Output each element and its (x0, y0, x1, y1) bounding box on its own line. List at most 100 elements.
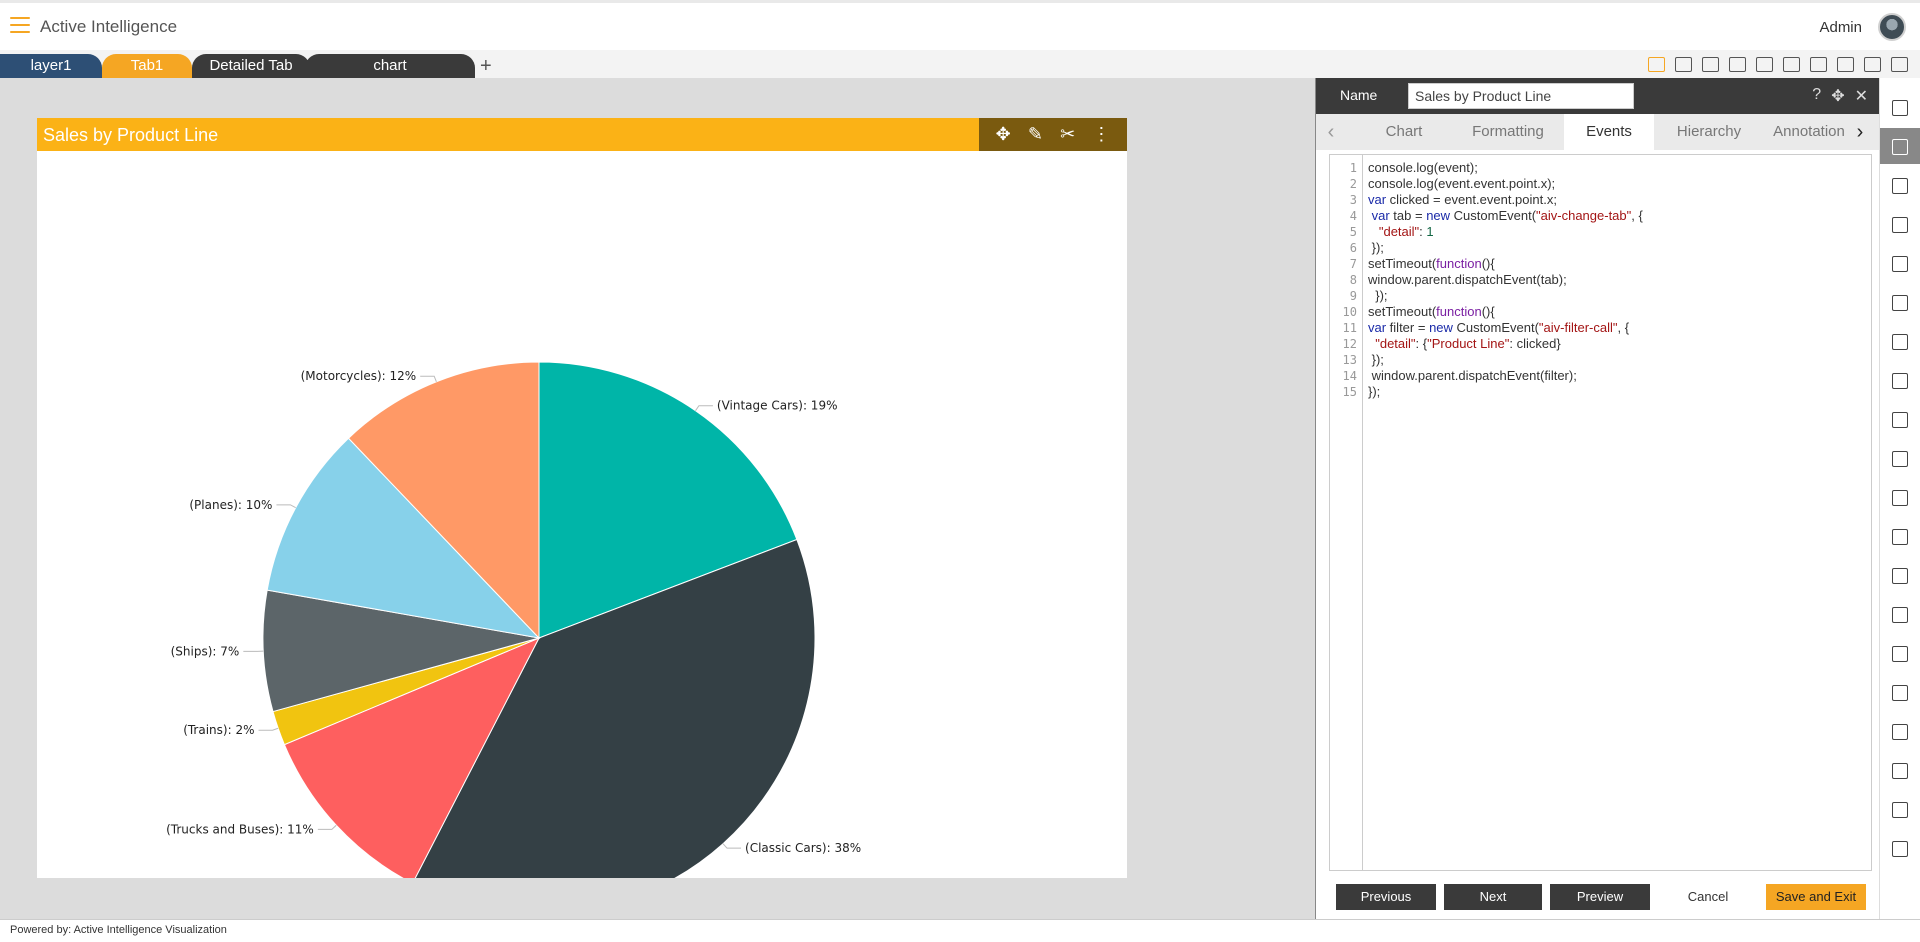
move-icon[interactable]: ✥ (995, 124, 1011, 144)
menu-icon[interactable] (10, 17, 30, 33)
code-line[interactable]: "detail": {"Product Line": clicked} (1375, 336, 1561, 351)
property-panel: Name ? ✥ ✕ ‹ Chart Formatting Events Hie… (1315, 78, 1880, 921)
pie-data-label: (Ships): 7% (171, 644, 240, 658)
line-number: 5 (1349, 225, 1357, 239)
play-icon[interactable] (1891, 57, 1908, 72)
code-line[interactable]: var filter = new CustomEvent("aiv-filter… (1368, 320, 1630, 335)
code-line[interactable]: var tab = new CustomEvent("aiv-change-ta… (1371, 208, 1643, 223)
code-line[interactable]: "detail": 1 (1378, 224, 1434, 239)
widget-tools: ✥ ✎ ✂ ⋮ (979, 118, 1127, 151)
tab-formatting[interactable]: Formatting (1472, 123, 1544, 140)
previous-button[interactable]: Previous (1336, 884, 1436, 910)
code-editor[interactable]: 1 2 3 4 5 6 7 8 9 10 11 12 13 14 15 console.log(event)… (1329, 154, 1872, 871)
line-number: 13 (1342, 353, 1357, 367)
pie-data-label: (Vintage Cars): 19% (717, 399, 838, 413)
code-line[interactable]: window.parent.dispatchEvent(tab); (1368, 272, 1567, 287)
comment-icon[interactable] (1702, 57, 1719, 72)
app-title: Active Intelligence (40, 17, 178, 36)
devices-icon[interactable] (1864, 57, 1881, 72)
chart-widget[interactable]: Sales by Product Line ✥ ✎ ✂ ⋮ (Vintage C… (37, 118, 1127, 878)
code-line[interactable]: }); (1368, 288, 1388, 303)
code-line[interactable]: }); (1368, 352, 1384, 367)
caption-icon[interactable] (1892, 841, 1908, 857)
pie-label-connector (420, 375, 437, 382)
cancel-button[interactable]: Cancel (1658, 884, 1758, 910)
save-and-exit-button[interactable]: Save and Exit (1766, 884, 1866, 910)
more-icon[interactable]: ⋮ (1092, 124, 1111, 144)
code-line[interactable]: console.log(event); (1368, 160, 1478, 175)
screen-icon[interactable] (1837, 57, 1854, 72)
settings-icon[interactable]: ✂ (1060, 124, 1076, 144)
rx-icon[interactable] (1892, 529, 1908, 545)
gallery-icon[interactable] (1892, 334, 1908, 350)
code-line[interactable]: console.log(event.event.point.x); (1368, 176, 1556, 191)
pie-slice-ships[interactable] (262, 589, 540, 713)
powered-by-text: Powered by: Active Intelligence Visualiz… (10, 924, 227, 936)
chart-icon[interactable] (1892, 139, 1908, 155)
bar-icon[interactable] (1892, 412, 1908, 428)
pie-slice-classic-cars[interactable] (413, 538, 816, 878)
line-number: 6 (1349, 241, 1357, 255)
pie-chart[interactable]: (Vintage Cars): 19% (Classic Cars): 38% (T… (37, 151, 1127, 878)
avatar[interactable] (1878, 13, 1906, 41)
report-icon[interactable] (1892, 217, 1908, 233)
tab-hierarchy[interactable]: Hierarchy (1676, 123, 1742, 140)
grid-add-icon[interactable] (1892, 646, 1908, 662)
widget-header: Sales by Product Line ✥ ✎ ✂ ⋮ (37, 118, 1127, 151)
mail-icon[interactable] (1675, 57, 1692, 72)
code-line[interactable]: }); (1368, 384, 1381, 399)
document-icon[interactable] (1892, 256, 1908, 272)
code-line[interactable]: setTimeout(function(){ (1368, 304, 1495, 319)
network-icon[interactable] (1892, 490, 1908, 506)
line-number: 11 (1342, 321, 1357, 335)
widget-title: Sales by Product Line (43, 125, 219, 145)
pie-slice-vintage-cars[interactable] (538, 361, 798, 639)
tabs-prev-icon[interactable]: ‹ (1327, 121, 1335, 143)
layers-icon[interactable] (1892, 607, 1908, 623)
cloud-upload-icon[interactable] (1892, 724, 1908, 740)
user-name[interactable]: Admin (1819, 19, 1862, 36)
pie-data-label: (Classic Cars): 38% (745, 841, 861, 855)
next-button[interactable]: Next (1444, 884, 1542, 910)
code-line[interactable]: window.parent.dispatchEvent(filter); (1368, 368, 1577, 383)
tab-chart-settings[interactable]: Chart (1385, 123, 1423, 140)
save-icon[interactable] (1648, 57, 1665, 72)
code-line[interactable]: setTimeout(function(){ (1368, 256, 1495, 271)
pie-data-label: (Trains): 2% (183, 723, 254, 737)
line-number: 9 (1349, 289, 1357, 303)
add-tab-button[interactable]: + (480, 55, 492, 77)
list-icon[interactable] (1892, 100, 1908, 116)
alarm-icon[interactable] (1892, 685, 1908, 701)
help-icon[interactable]: ? (1812, 86, 1822, 103)
tab-events[interactable]: Events (1564, 114, 1654, 150)
name-input[interactable] (1408, 83, 1634, 109)
edit-icon[interactable]: ✎ (1027, 124, 1043, 144)
tab-detailed-tab[interactable]: Detailed Tab (192, 54, 310, 78)
filter-icon[interactable] (1756, 57, 1773, 72)
code-line[interactable]: var clicked = event.event.point.x; (1368, 192, 1557, 207)
code-line[interactable]: }); (1368, 240, 1384, 255)
tab-chart[interactable]: chart (305, 54, 475, 78)
line-number: 7 (1349, 257, 1357, 271)
pie-label-connector (722, 843, 742, 849)
tab-tab1[interactable]: Tab1 (102, 54, 192, 78)
copy-icon[interactable] (1892, 451, 1908, 467)
clear-filter-icon[interactable] (1729, 57, 1746, 72)
page-icon[interactable] (1892, 568, 1908, 584)
apps-icon[interactable] (1892, 802, 1908, 818)
close-icon[interactable]: ✕ (1854, 88, 1868, 105)
table-icon[interactable] (1810, 57, 1827, 72)
tabs-next-icon[interactable]: › (1856, 121, 1864, 143)
preview-button[interactable]: Preview (1550, 884, 1650, 910)
pie-slice-planes[interactable] (266, 437, 541, 639)
move-icon[interactable]: ✥ (1831, 88, 1845, 105)
tab-annotation[interactable]: Annotation (1773, 123, 1845, 140)
image-chart-icon[interactable] (1892, 178, 1908, 194)
table-icon[interactable] (1892, 373, 1908, 389)
tab-layer1[interactable]: layer1 (0, 54, 102, 78)
cart-icon[interactable] (1892, 763, 1908, 779)
code-icon[interactable] (1892, 295, 1908, 311)
tools-icon[interactable] (1783, 57, 1800, 72)
top-header: Active Intelligence Admin (0, 0, 1920, 50)
pie-data-label: (Trucks and Buses): 11% (166, 822, 314, 836)
